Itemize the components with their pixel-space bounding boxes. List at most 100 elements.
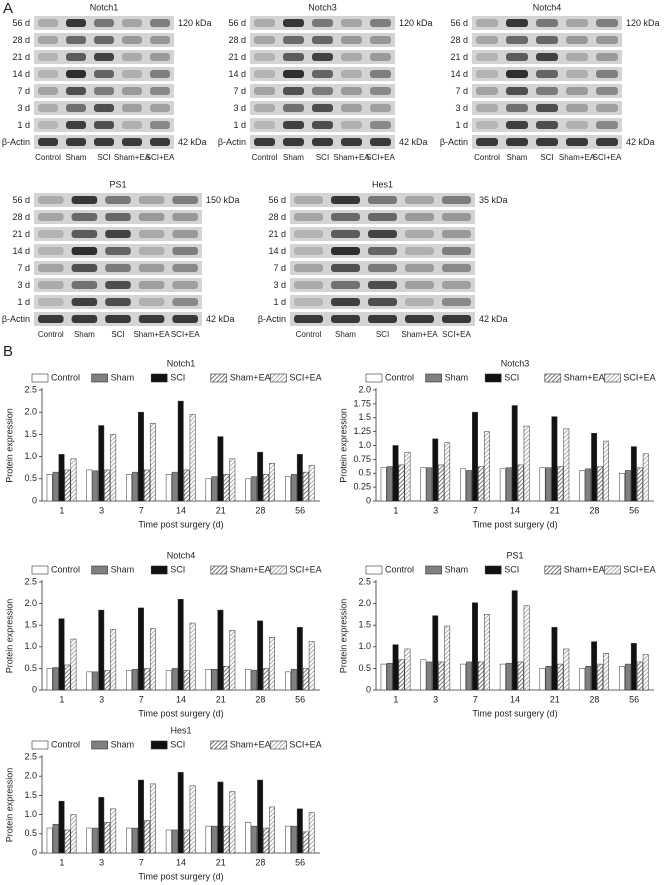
legend-label: Sham (111, 564, 135, 574)
lane-label: Sham (335, 330, 356, 339)
y-tick-label: 1.0 (358, 440, 371, 450)
bar (138, 607, 144, 691)
blot-band (172, 196, 198, 204)
blot-row-label: 21 d (12, 229, 30, 239)
panel-label: B (3, 343, 13, 360)
blot-band (442, 230, 471, 238)
bar (511, 405, 518, 502)
blot-row-label: 7 d (233, 86, 246, 96)
blot-band (254, 70, 275, 78)
blot-band (94, 138, 114, 146)
bar (308, 812, 315, 854)
bar (386, 662, 393, 691)
legend-label: Sham (445, 372, 469, 382)
bar (70, 638, 77, 691)
blot-band (596, 104, 618, 112)
bar (285, 476, 291, 502)
x-axis-label: Time post surgery (d) (472, 519, 557, 529)
blot-band (71, 281, 98, 289)
bar (285, 825, 291, 854)
blot-band (38, 87, 58, 95)
x-tick-label: 56 (295, 857, 305, 867)
blot-band (105, 230, 131, 238)
legend-swatch (544, 373, 562, 383)
bar (229, 458, 236, 502)
blot-row-label: 3 d (17, 280, 30, 290)
lane-label: SCI+EA (442, 330, 471, 339)
legend-swatch (31, 740, 49, 750)
bar (466, 661, 472, 691)
blot-row-label: 14 d (268, 246, 286, 256)
blot-band (71, 315, 98, 323)
x-tick-label: 56 (295, 505, 305, 515)
bar (269, 806, 275, 854)
blot-row-label: 56 d (268, 195, 286, 205)
blot-band (254, 53, 275, 61)
x-axis-label: Time post surgery (d) (472, 708, 557, 718)
bar (58, 618, 65, 691)
blot-band (138, 315, 165, 323)
blot-band (566, 121, 588, 129)
blot-band (506, 121, 528, 129)
bar (86, 827, 93, 854)
blot-title: Notch4 (533, 2, 562, 12)
kda-label: 42 kDa (479, 314, 508, 324)
bar (517, 661, 524, 691)
blot-band (254, 36, 275, 44)
blot-row-label: 14 d (450, 69, 468, 79)
bar (296, 454, 303, 502)
legend-label: SCI (504, 564, 519, 574)
legend-swatch (270, 565, 287, 575)
kda-label: 120 kDa (626, 18, 660, 28)
legend-swatch (425, 565, 442, 575)
blot-band (312, 36, 333, 44)
bar (563, 428, 570, 502)
blot-band (71, 196, 98, 204)
bar (551, 627, 558, 691)
blot-band (105, 196, 131, 204)
y-tick-label: 1.75 (353, 398, 371, 408)
bar (205, 478, 212, 502)
blot-band (566, 36, 588, 44)
y-tick-label: 0.5 (358, 468, 371, 478)
blot-band (368, 281, 397, 289)
bar (46, 668, 53, 691)
bar (46, 474, 53, 502)
blot-band (138, 247, 165, 255)
legend-swatch (31, 565, 49, 575)
legend-label: Sham+EA (564, 564, 605, 574)
blot-band (331, 213, 360, 221)
y-tick-label: 2.0 (24, 407, 37, 417)
bar (217, 436, 224, 502)
bar (523, 605, 530, 691)
bar (98, 425, 105, 502)
bar (98, 609, 105, 691)
lane-label: SCI+EA (146, 153, 175, 162)
blot-band (566, 70, 588, 78)
x-tick-label: 56 (295, 694, 305, 704)
bar (229, 630, 236, 691)
lane-label: Control (252, 153, 278, 162)
blot-band (312, 104, 333, 112)
blot-band (94, 104, 114, 112)
blot-row-label: 1 d (455, 120, 468, 130)
lane-label: Sham+EA (133, 330, 170, 339)
bar (70, 814, 77, 854)
bar (245, 478, 252, 502)
blot-row-label: 7 d (17, 263, 30, 273)
bar (177, 772, 184, 854)
blot-band (536, 87, 558, 95)
bar (205, 669, 212, 691)
blot-band (370, 19, 391, 27)
bar (579, 470, 586, 502)
blot-band (122, 19, 142, 27)
blot-band (172, 247, 198, 255)
bar (505, 662, 512, 691)
blot-band (312, 138, 333, 146)
bar (263, 474, 270, 502)
blot-title: Hes1 (372, 179, 393, 189)
bar (269, 463, 275, 502)
legend-label: Control (51, 739, 80, 749)
legend-swatch (484, 373, 502, 383)
blot-band (476, 53, 498, 61)
